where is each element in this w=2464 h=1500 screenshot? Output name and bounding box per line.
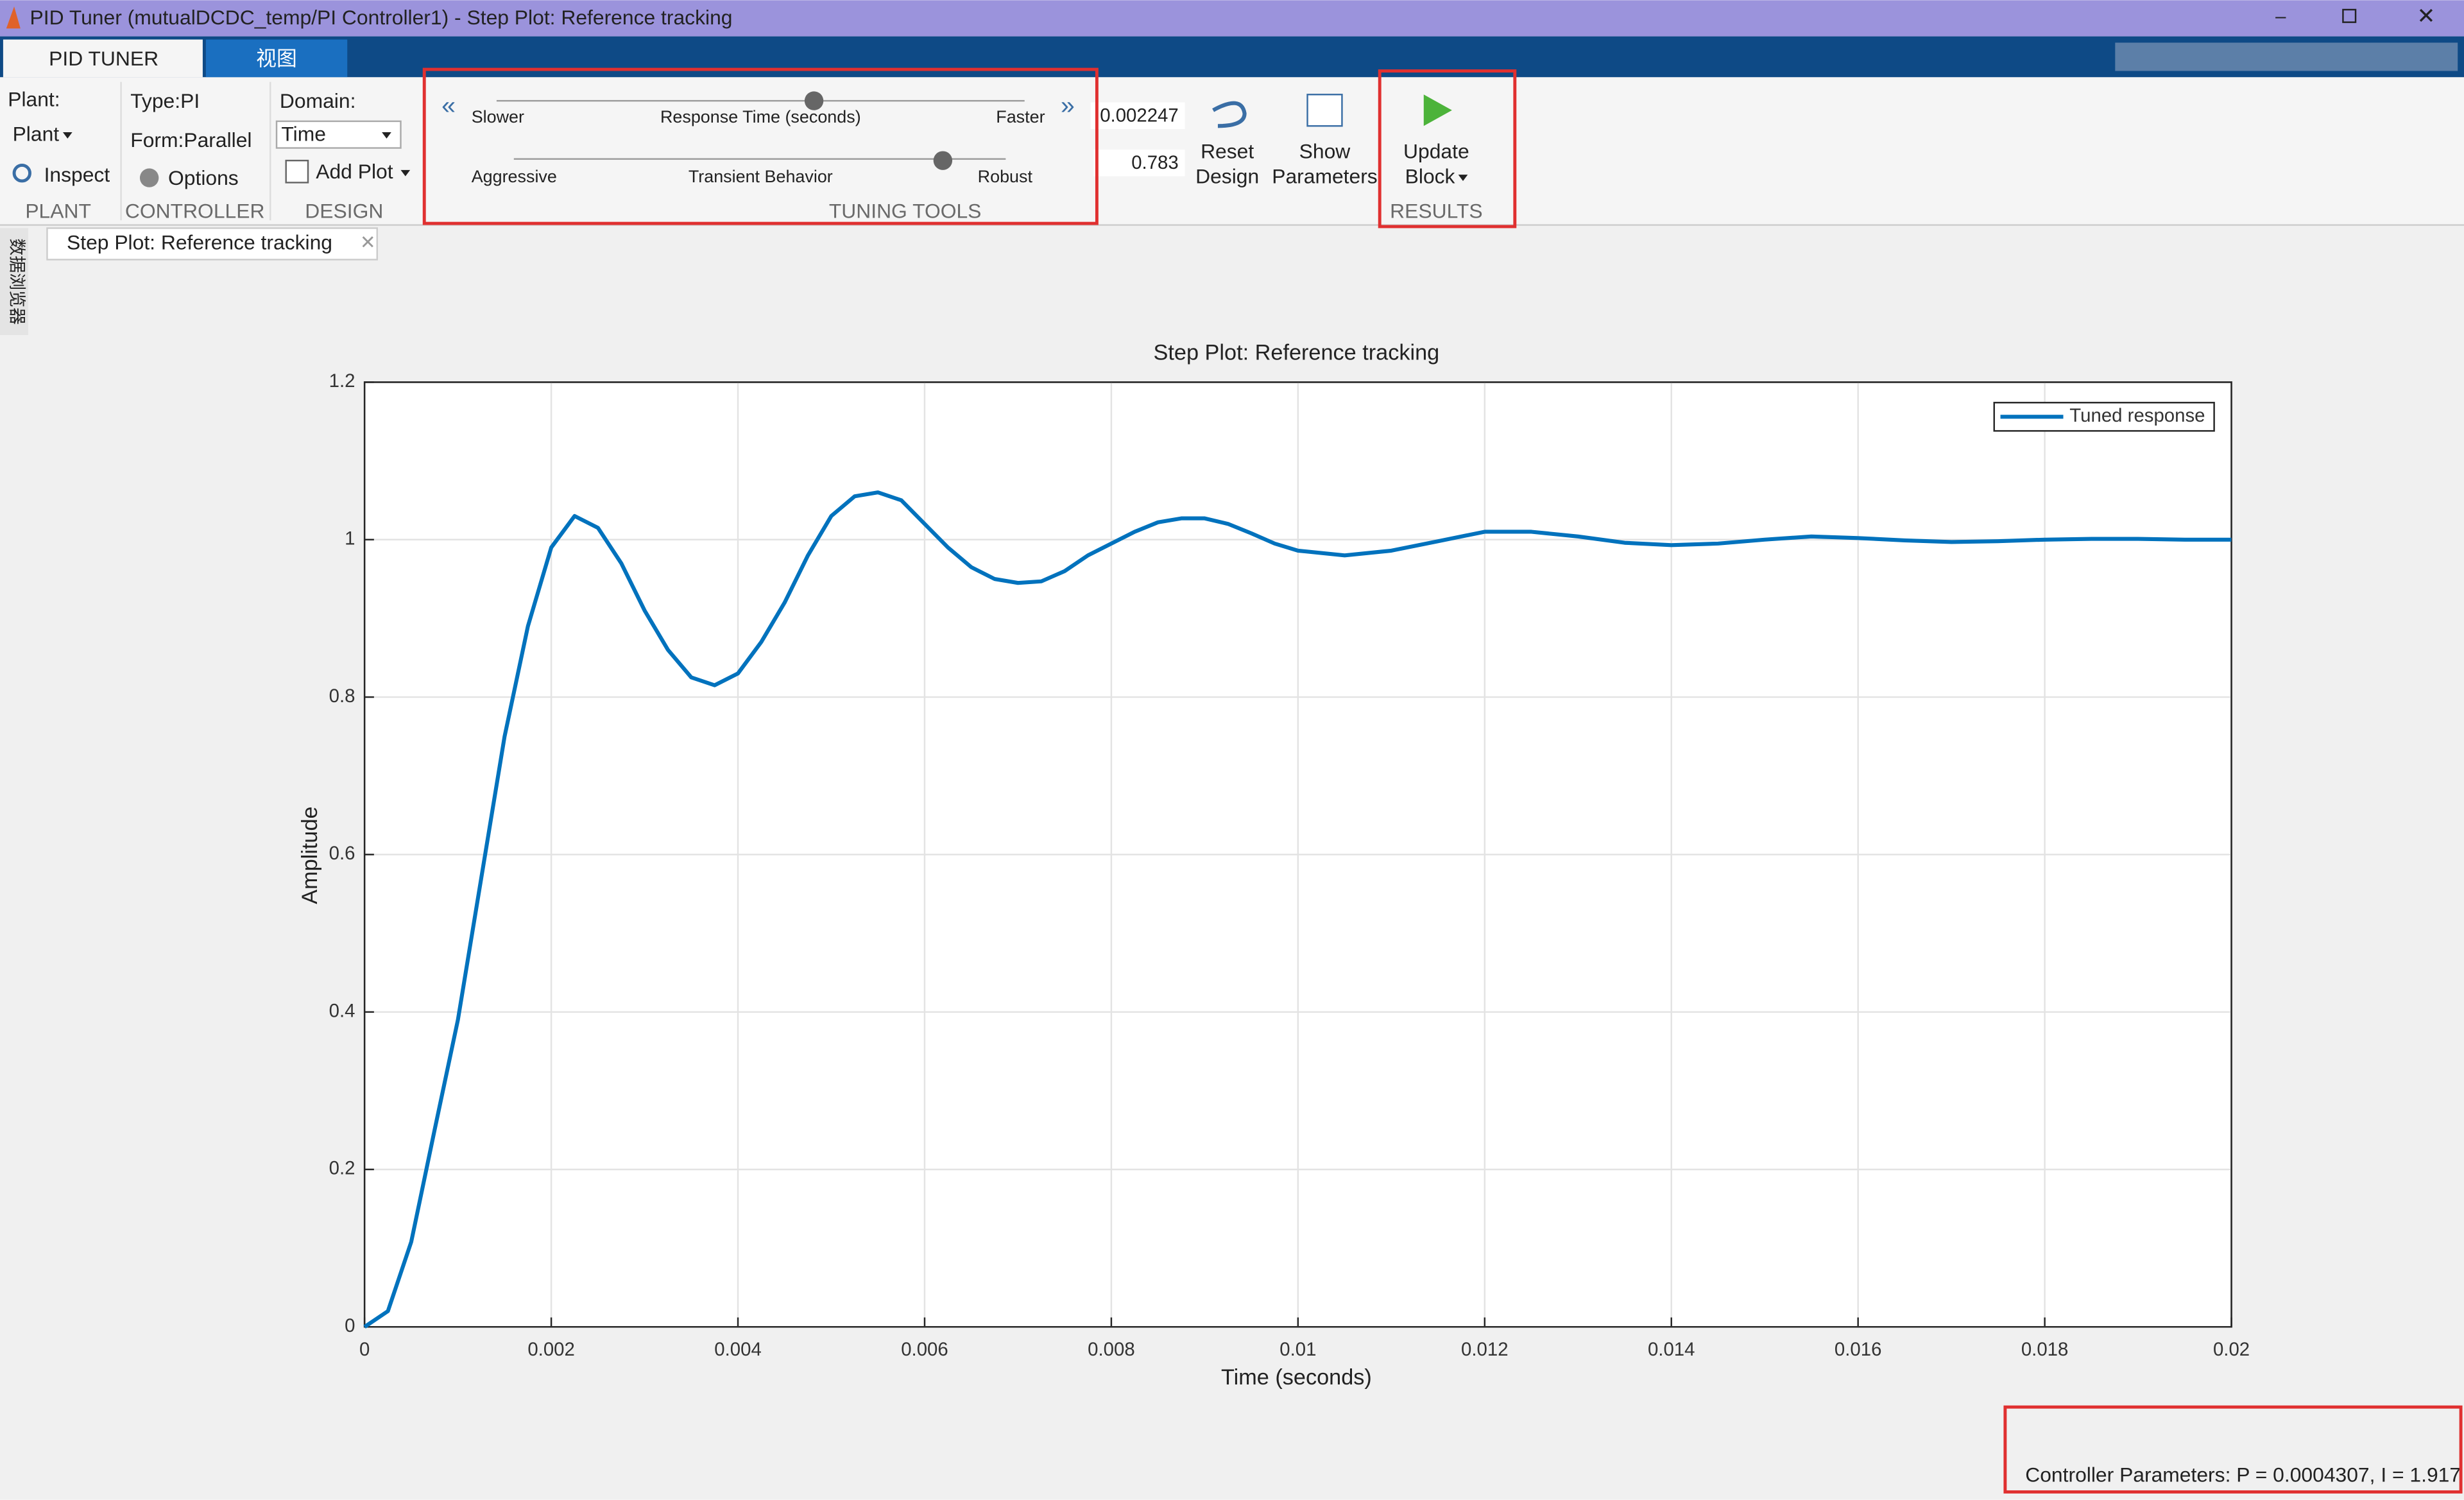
section-label: RESULTS (1390, 199, 1482, 222)
add-plot-icon (285, 159, 309, 184)
minimize-button[interactable]: – (2275, 6, 2286, 27)
highlight-box (422, 67, 1099, 225)
tab-strip (0, 36, 2464, 78)
controller-form: Form:Parallel (130, 128, 252, 151)
x-axis-label: Time (seconds) (1221, 1365, 1372, 1390)
tab-label[interactable]: 视图 (256, 47, 297, 70)
slider-label: Response Time (seconds) (660, 107, 861, 126)
legend-label: Tuned response (2069, 405, 2205, 426)
domain-value[interactable]: Time (281, 122, 326, 145)
y-tick-label: 0.4 (329, 1000, 355, 1021)
transient-input[interactable] (1093, 149, 1185, 177)
response-value[interactable]: 0.002247 (1100, 105, 1179, 126)
restore-button[interactable] (2342, 8, 2357, 23)
update-block-icon (1423, 94, 1452, 126)
inspect-icon (12, 164, 31, 183)
controller-type: Type:PI (130, 89, 200, 112)
slider-label: Robust (978, 167, 1033, 186)
section-label: PLANT (25, 199, 91, 222)
response-input[interactable] (1090, 102, 1185, 130)
step-plot: Step Plot: Reference tracking Time (seco… (298, 340, 2250, 1390)
series-line (363, 490, 2232, 1329)
highlight-box (1378, 69, 1517, 228)
dropdown-arrow (1458, 175, 1468, 181)
slider-label: Transient Behavior (689, 167, 833, 186)
x-tick-label: 0 (359, 1339, 370, 1360)
y-axis-label: Amplitude (298, 806, 322, 904)
show-parameters-button[interactable]: Show (1299, 139, 1351, 162)
transient-slider-thumb[interactable] (933, 151, 953, 170)
update-block-button[interactable]: Block (1405, 164, 1455, 187)
x-tick-label: 0.008 (1088, 1339, 1135, 1360)
title-bar (0, 0, 2464, 37)
y-tick-label: 0.2 (329, 1158, 355, 1179)
y-tick-label: 1 (345, 528, 355, 549)
options-icon (139, 168, 159, 187)
plant-label: Plant: (8, 87, 60, 110)
x-tick-label: 0.006 (901, 1339, 948, 1360)
options-button[interactable]: Options (168, 166, 239, 189)
x-tick-label: 0.016 (1835, 1339, 1882, 1360)
dropdown-arrow (382, 132, 391, 139)
highlight-box (2003, 1405, 2463, 1494)
show-parameters-button[interactable]: Parameters (1272, 164, 1378, 187)
x-tick-label: 0.004 (714, 1339, 762, 1360)
close-tab[interactable]: ✕ (360, 232, 376, 254)
response-slider-thumb[interactable] (804, 91, 824, 110)
tab-active[interactable] (3, 39, 203, 78)
slider-label: Aggressive (472, 167, 557, 186)
plot-frame (363, 381, 2232, 1328)
x-tick-label: 0.014 (1648, 1339, 1695, 1360)
domain-dropdown[interactable] (275, 120, 402, 149)
reset-icon (1212, 101, 1247, 128)
document-tab-label[interactable]: Step Plot: Reference tracking (67, 230, 332, 254)
y-tick-label: 0.8 (329, 685, 355, 707)
domain-label: Domain: (280, 89, 356, 112)
close-button[interactable]: ✕ (2417, 4, 2436, 28)
slider-label: Faster (996, 107, 1045, 126)
transient-value[interactable]: 0.783 (1131, 152, 1179, 173)
add-plot-button[interactable]: Add Plot (316, 160, 393, 183)
chart-title: Step Plot: Reference tracking (1154, 340, 1440, 365)
reset-button[interactable]: Reset (1201, 139, 1254, 162)
section-label: DESIGN (305, 199, 383, 222)
update-block-button[interactable]: Update (1403, 139, 1469, 162)
inspect-button[interactable]: Inspect (44, 163, 110, 186)
y-tick-label: 0.6 (329, 843, 355, 864)
side-panel[interactable] (0, 228, 29, 335)
dropdown-arrow (400, 169, 411, 177)
side-panel-label[interactable]: 数据浏览器 (7, 238, 26, 325)
x-tick-label: 0.018 (2021, 1339, 2069, 1360)
reset-button[interactable]: Design (1195, 164, 1259, 187)
x-tick-label: 0.02 (2213, 1339, 2250, 1360)
document-tab[interactable] (46, 227, 378, 261)
dropdown-arrow (62, 132, 73, 139)
y-tick-label: 1.2 (329, 370, 355, 392)
app-icon (6, 6, 21, 29)
tab[interactable] (205, 39, 348, 78)
x-tick-label: 0.01 (1279, 1339, 1316, 1360)
slider-label: Slower (472, 107, 524, 126)
show-parameters-icon (1306, 94, 1343, 127)
x-tick-label: 0.012 (1461, 1339, 1509, 1360)
plant-button[interactable]: Plant (13, 122, 60, 145)
section-label: TUNING TOOLS (829, 199, 982, 222)
window-title: PID Tuner (mutualDCDC_temp/PI Controller… (30, 6, 733, 29)
faster-arrow[interactable]: » (1061, 92, 1075, 119)
status-text: Controller Parameters: P = 0.0004307, I … (2025, 1463, 2461, 1486)
quick-access-toolbar (2115, 42, 2458, 71)
y-tick-label: 0 (345, 1315, 355, 1336)
slower-arrow[interactable]: « (441, 92, 456, 119)
x-tick-label: 0.002 (527, 1339, 575, 1360)
section-label: CONTROLLER (125, 199, 265, 222)
tab-label[interactable]: PID TUNER (49, 47, 158, 70)
